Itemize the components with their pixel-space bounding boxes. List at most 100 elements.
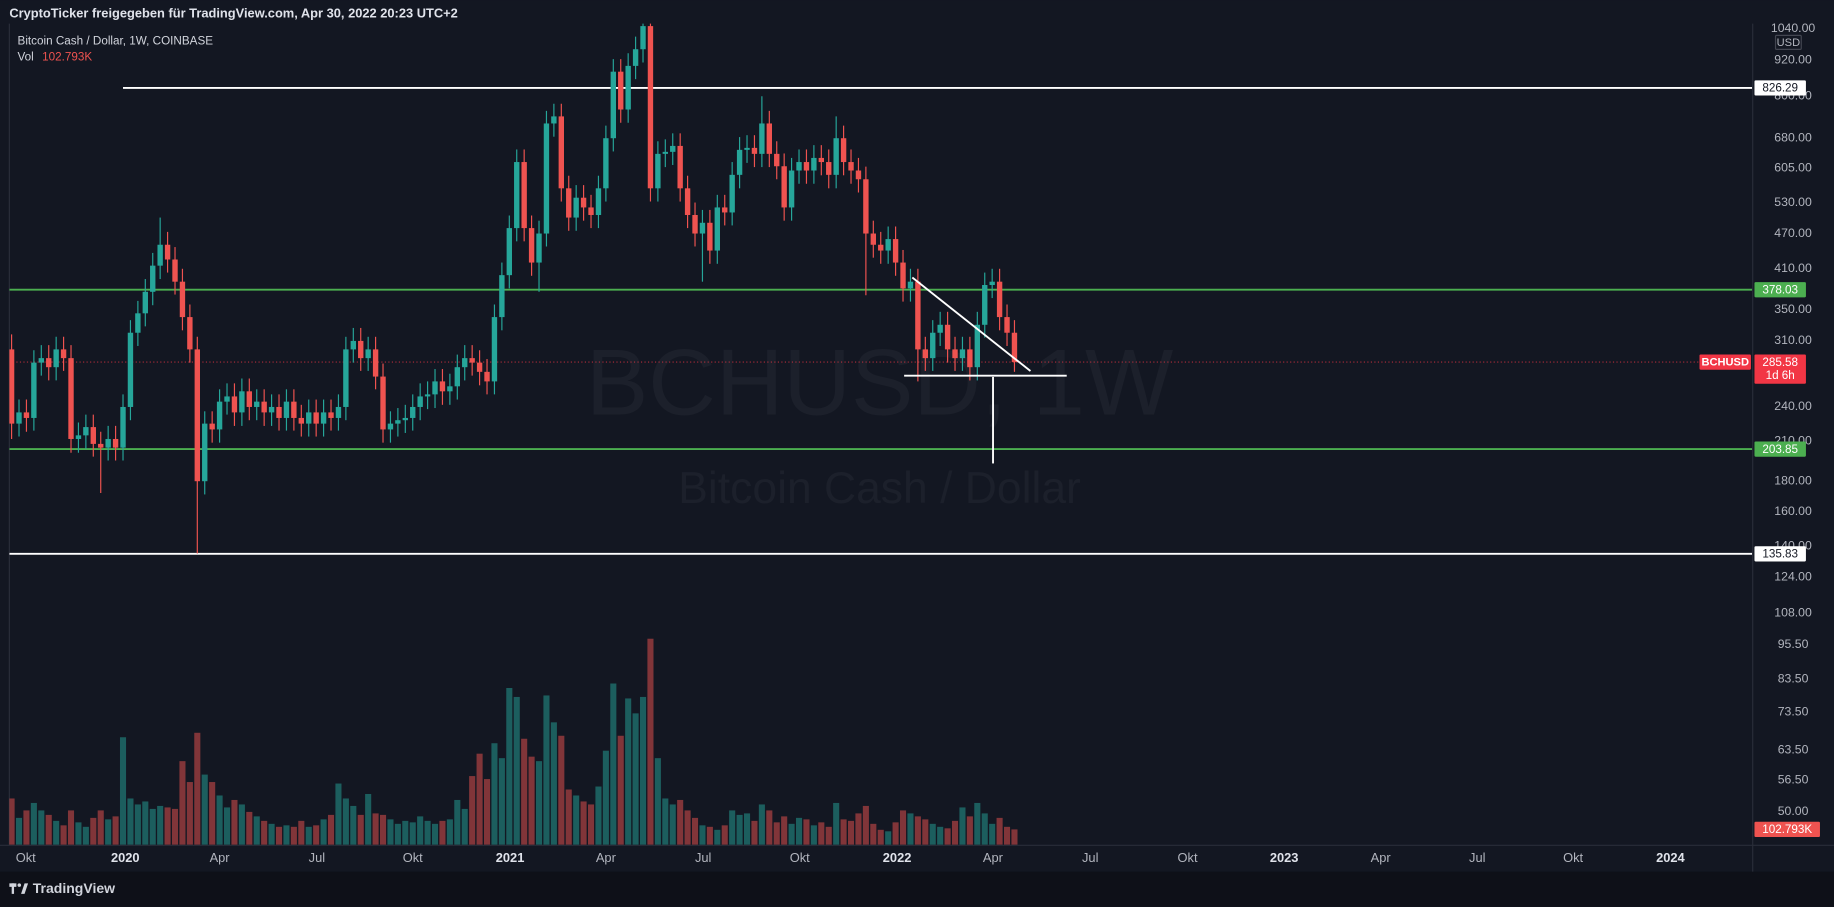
symbol-tag — [1699, 354, 1751, 370]
candle-body — [766, 123, 773, 154]
candle-body — [640, 26, 646, 50]
volume-bar — [847, 820, 855, 845]
volume-bar — [97, 810, 104, 845]
candle-body — [313, 412, 319, 424]
candle-body — [699, 222, 706, 234]
price-tag-label: 285.58 — [1762, 356, 1798, 369]
y-tick-label: 83.50 — [1778, 672, 1809, 686]
volume-bar — [164, 807, 171, 845]
candle-body — [328, 412, 334, 418]
candle-body — [536, 233, 542, 263]
candle-body — [506, 228, 512, 276]
volume-bar — [298, 820, 305, 845]
unit-label: USD — [1777, 37, 1800, 49]
volume-bar — [90, 817, 97, 845]
volume-bar — [231, 799, 238, 845]
volume-bar — [327, 814, 335, 845]
volume-bar — [885, 831, 892, 845]
candle-body — [31, 362, 37, 418]
candle-body — [16, 412, 22, 424]
volume-bar — [186, 782, 193, 845]
brand: TradingView — [33, 880, 115, 896]
candle-body — [268, 406, 275, 413]
volume-bar — [914, 816, 921, 845]
x-tick-label: 2021 — [496, 850, 525, 865]
volume-bar — [1011, 829, 1018, 845]
volume-bar — [602, 750, 609, 845]
volume-bar — [521, 738, 528, 845]
legend-volume-value: 102.793K — [42, 51, 92, 64]
candle-body — [625, 65, 631, 110]
candle-body — [46, 358, 52, 368]
volume-bar — [907, 813, 914, 845]
candle-body — [202, 423, 208, 482]
candle-body — [380, 376, 386, 430]
candle-body — [996, 281, 1003, 318]
volume-bar — [424, 820, 431, 845]
legend-volume-name: Vol — [18, 51, 34, 64]
candle-body — [372, 349, 379, 377]
level-tag — [1754, 282, 1806, 298]
volume-bar — [743, 813, 751, 845]
level-tag-label: 135.83 — [1762, 548, 1798, 561]
y-tick-label: 410.00 — [1774, 261, 1812, 275]
y-tick-label: 56.50 — [1778, 772, 1809, 786]
candle-body — [246, 391, 252, 407]
candle-body — [98, 443, 104, 448]
candle-body — [83, 427, 89, 436]
volume-bar — [669, 804, 676, 845]
symbol-tag-label: BCHUSD — [1701, 357, 1749, 369]
trend-line — [911, 276, 1032, 372]
candle-body — [261, 401, 267, 413]
candle-body — [216, 401, 223, 430]
candle-body — [959, 349, 966, 359]
plot-area — [9, 23, 1753, 845]
volume-bar — [15, 817, 23, 845]
volume-bar — [996, 817, 1003, 845]
watermark-symbol: BCHUSD, 1W — [586, 329, 1173, 434]
x-tick-label: 2022 — [883, 850, 912, 865]
candle-body — [491, 317, 498, 382]
y-tick-label: 160.00 — [1774, 504, 1812, 518]
candle-body — [469, 358, 475, 363]
volume-bar — [788, 823, 795, 845]
volume-bar — [60, 825, 67, 845]
volume-bar — [959, 807, 966, 845]
volume-bar — [565, 789, 572, 845]
candle-body — [417, 396, 423, 407]
candle-body — [521, 162, 527, 229]
x-tick-label: Jul — [695, 850, 711, 865]
candle-body — [759, 123, 765, 154]
volume-bar — [944, 828, 951, 845]
volume-bar — [134, 804, 141, 845]
candle-body — [632, 49, 639, 66]
candle-body — [402, 417, 408, 421]
candle-body — [172, 259, 178, 282]
volume-bar — [491, 743, 498, 845]
candle-body — [90, 427, 96, 444]
volume-bar — [818, 822, 825, 845]
volume-bar — [662, 798, 669, 845]
x-tick-label: Jul — [309, 850, 325, 865]
volume-bar — [365, 793, 372, 845]
y-tick-label: 605.00 — [1774, 161, 1812, 175]
candle-body — [722, 207, 728, 213]
candle-body — [447, 386, 453, 392]
candle-body — [826, 162, 832, 175]
candle-body — [23, 412, 30, 418]
candle-body — [662, 151, 668, 154]
volume-bar — [1003, 826, 1011, 845]
volume-bar — [528, 756, 535, 845]
unit-box — [1774, 34, 1802, 50]
volume-bar — [543, 695, 550, 845]
volume-bar — [729, 810, 736, 845]
logo-part — [21, 883, 29, 894]
candle-body — [462, 358, 468, 368]
volume-bar — [483, 779, 491, 845]
volume-bar — [573, 795, 580, 845]
candle-body — [566, 188, 572, 218]
candle-body — [53, 349, 59, 368]
x-tick-label: 2024 — [1656, 850, 1685, 865]
y-tick-label: 470.00 — [1774, 226, 1812, 240]
